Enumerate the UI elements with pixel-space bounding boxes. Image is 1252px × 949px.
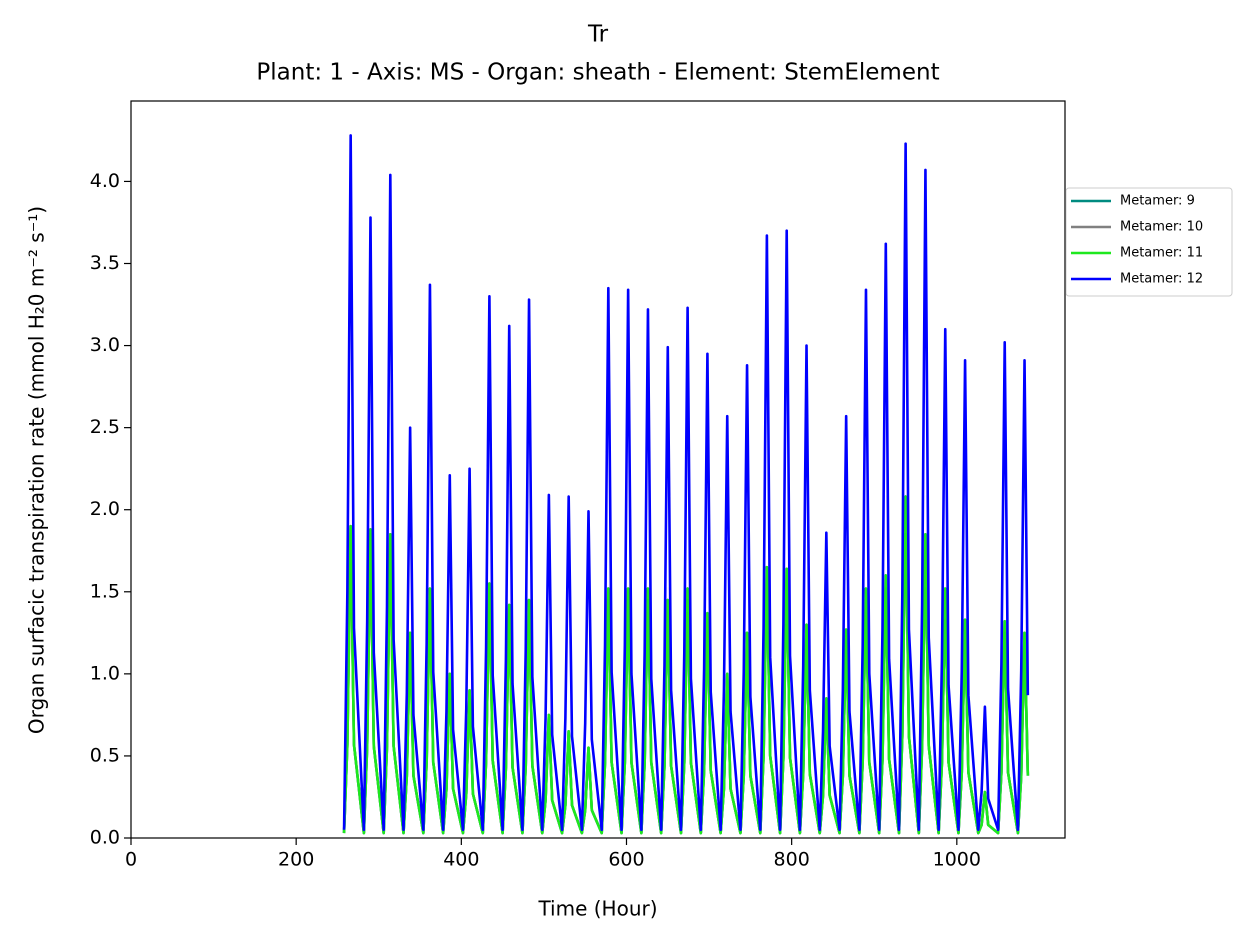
y-tick-label: 3.5 xyxy=(90,252,120,274)
legend-label: Metamer: 10 xyxy=(1120,220,1203,235)
legend-label: Metamer: 12 xyxy=(1120,272,1203,287)
y-tick-label: 1.5 xyxy=(90,580,120,602)
x-tick-label: 200 xyxy=(278,849,314,871)
legend-label: Metamer: 11 xyxy=(1120,246,1203,261)
series-line xyxy=(342,134,1030,832)
y-tick-label: 0.0 xyxy=(90,827,120,849)
x-tick-label: 600 xyxy=(608,849,644,871)
chart-subtitle: Plant: 1 - Axis: MS - Organ: sheath - El… xyxy=(256,60,939,86)
x-tick-label: 0 xyxy=(125,849,137,871)
chart-title: Tr xyxy=(587,22,609,48)
plot-frame xyxy=(130,100,1066,839)
y-tick-label: 2.5 xyxy=(90,416,120,438)
legend-label: Metamer: 9 xyxy=(1120,194,1195,209)
y-axis-label: Organ surfacic transpiration rate (mmol … xyxy=(25,206,49,734)
legend-box xyxy=(1065,187,1233,297)
y-tick-label: 4.0 xyxy=(90,170,120,192)
y-tick-label: 0.5 xyxy=(90,744,120,766)
y-tick-label: 1.0 xyxy=(90,662,120,684)
x-tick-label: 800 xyxy=(774,849,810,871)
x-axis-label: Time (Hour) xyxy=(537,897,657,921)
y-tick-label: 2.0 xyxy=(90,498,120,520)
x-tick-label: 400 xyxy=(443,849,479,871)
y-tick-label: 3.0 xyxy=(90,334,120,356)
x-tick-label: 1000 xyxy=(933,849,981,871)
